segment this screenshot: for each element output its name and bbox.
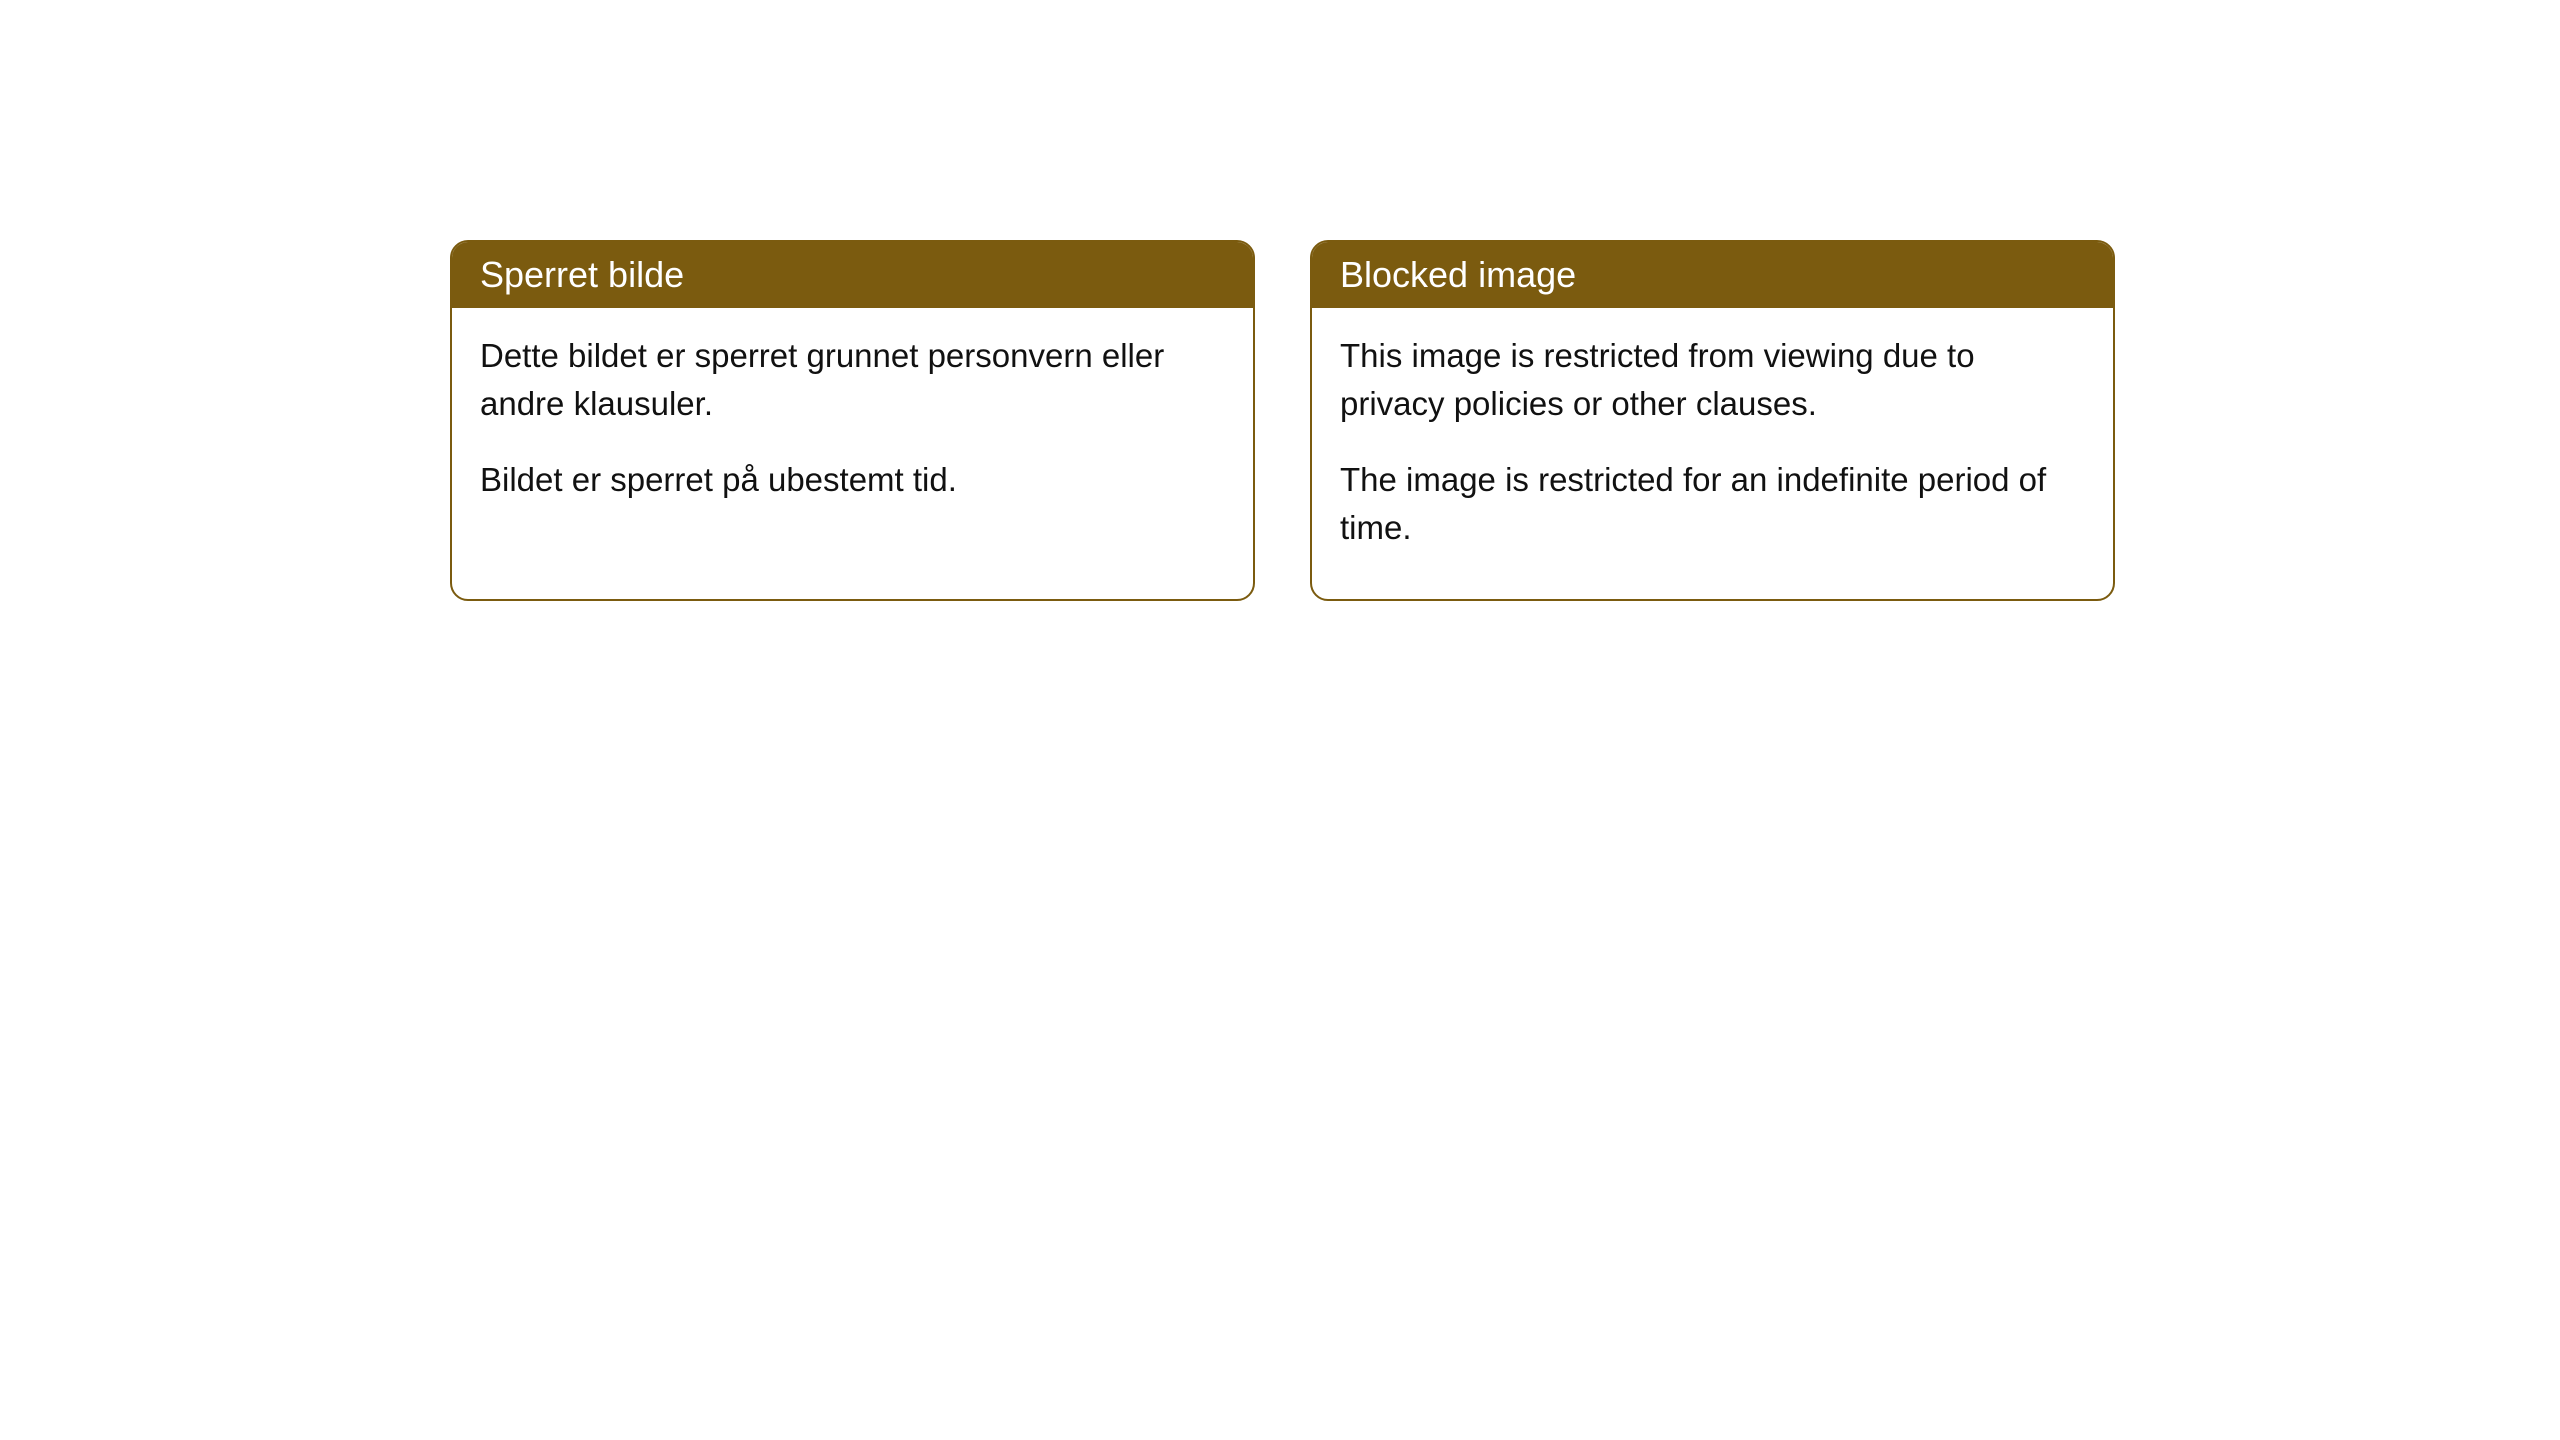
- card-header: Blocked image: [1312, 242, 2113, 308]
- card-paragraph: This image is restricted from viewing du…: [1340, 332, 2085, 428]
- card-blocked-image-no: Sperret bilde Dette bildet er sperret gr…: [450, 240, 1255, 601]
- cards-container: Sperret bilde Dette bildet er sperret gr…: [450, 240, 2115, 601]
- card-header: Sperret bilde: [452, 242, 1253, 308]
- card-paragraph: Bildet er sperret på ubestemt tid.: [480, 456, 1225, 504]
- card-blocked-image-en: Blocked image This image is restricted f…: [1310, 240, 2115, 601]
- card-paragraph: Dette bildet er sperret grunnet personve…: [480, 332, 1225, 428]
- card-title: Sperret bilde: [480, 254, 684, 295]
- card-paragraph: The image is restricted for an indefinit…: [1340, 456, 2085, 552]
- card-body: Dette bildet er sperret grunnet personve…: [452, 308, 1253, 552]
- card-body: This image is restricted from viewing du…: [1312, 308, 2113, 599]
- card-title: Blocked image: [1340, 254, 1576, 295]
